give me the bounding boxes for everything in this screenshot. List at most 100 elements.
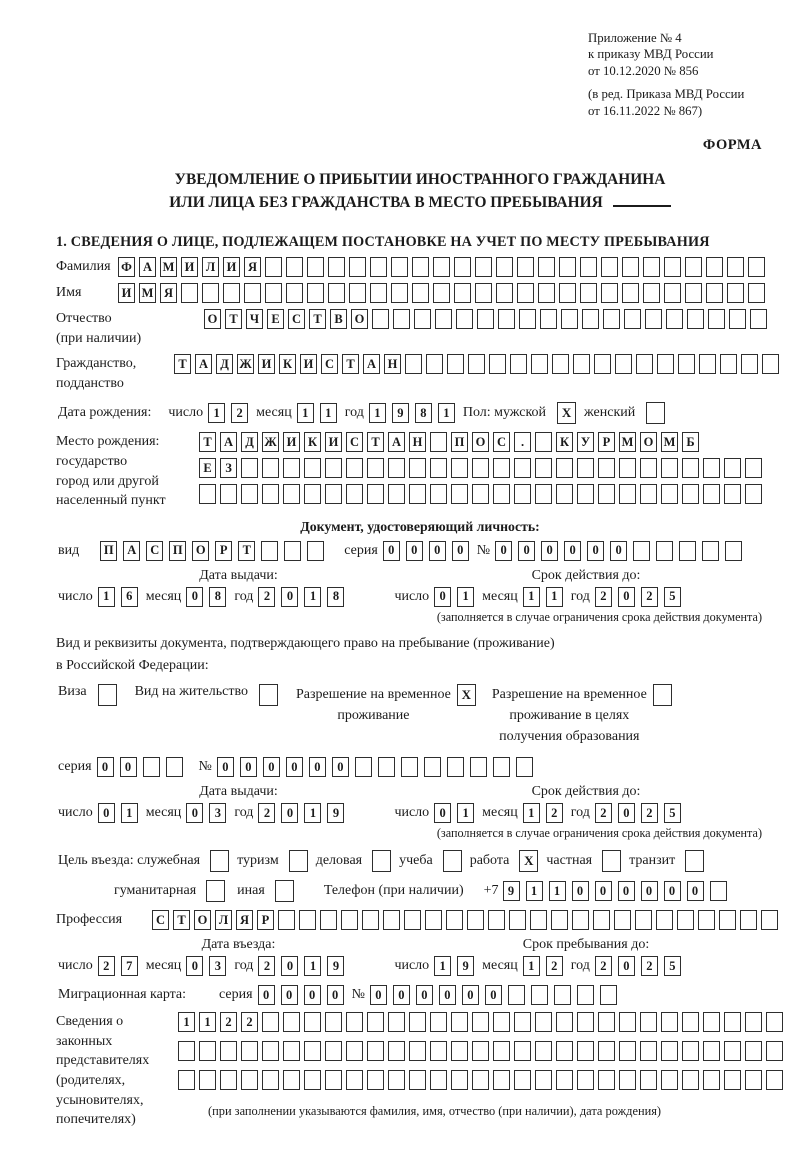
char-cell[interactable] — [435, 309, 452, 330]
char-cell[interactable]: 0 — [303, 985, 321, 1006]
char-cell[interactable]: 0 — [262, 757, 280, 778]
char-cell[interactable]: 2 — [258, 956, 276, 977]
char-cell[interactable] — [538, 257, 555, 278]
char-cell[interactable]: 1 — [120, 803, 138, 824]
char-cell[interactable]: 2 — [258, 803, 276, 824]
char-cell[interactable] — [404, 910, 421, 931]
char-cell[interactable] — [469, 757, 487, 778]
char-cell[interactable] — [244, 283, 261, 304]
char-cell[interactable] — [165, 757, 183, 778]
char-cell[interactable] — [619, 1012, 636, 1033]
char-cell[interactable] — [400, 757, 418, 778]
char-cell[interactable]: 0 — [186, 586, 204, 607]
char-cell[interactable] — [577, 1041, 594, 1062]
char-cell[interactable] — [682, 1041, 699, 1062]
temp-residence-checkbox[interactable]: X — [456, 684, 476, 707]
char-cell[interactable] — [367, 458, 384, 479]
char-cell[interactable]: Н — [384, 354, 401, 375]
char-cell[interactable] — [425, 910, 442, 931]
char-cell[interactable] — [603, 309, 620, 330]
char-cell[interactable]: П — [100, 540, 118, 561]
char-cell[interactable]: С — [146, 540, 164, 561]
char-cell[interactable]: Б — [682, 432, 699, 453]
char-cell[interactable] — [468, 354, 485, 375]
char-cell[interactable] — [727, 283, 744, 304]
char-cell[interactable] — [598, 1070, 615, 1091]
char-cell[interactable] — [304, 1012, 321, 1033]
char-cell[interactable] — [703, 1041, 720, 1062]
char-cell[interactable]: 1 — [525, 881, 543, 902]
char-cell[interactable] — [556, 458, 573, 479]
char-cell[interactable] — [409, 1041, 426, 1062]
char-cell[interactable] — [467, 910, 484, 931]
char-cell[interactable]: А — [388, 432, 405, 453]
char-cell[interactable]: Н — [409, 432, 426, 453]
char-cell[interactable]: Т — [173, 910, 190, 931]
char-cell[interactable] — [493, 1012, 510, 1033]
char-cell[interactable] — [446, 910, 463, 931]
char-cell[interactable]: 0 — [640, 881, 658, 902]
char-cell[interactable]: 0 — [434, 586, 452, 607]
char-cell[interactable]: У — [577, 432, 594, 453]
purpose-business-checkbox[interactable] — [372, 850, 392, 873]
char-cell[interactable]: 1 — [178, 1012, 195, 1033]
char-cell[interactable]: Т — [174, 354, 191, 375]
char-cell[interactable] — [661, 1070, 678, 1091]
char-cell[interactable] — [283, 1041, 300, 1062]
char-cell[interactable]: Я — [244, 257, 261, 278]
char-cell[interactable] — [622, 257, 639, 278]
char-cell[interactable] — [493, 1070, 510, 1091]
char-cell[interactable]: 0 — [541, 540, 559, 561]
char-cell[interactable] — [515, 757, 533, 778]
char-cell[interactable] — [409, 1070, 426, 1091]
char-cell[interactable] — [682, 1070, 699, 1091]
char-cell[interactable]: О — [194, 910, 211, 931]
char-cell[interactable]: Т — [367, 432, 384, 453]
char-cell[interactable] — [362, 910, 379, 931]
char-cell[interactable] — [320, 910, 337, 931]
char-cell[interactable]: 0 — [495, 540, 513, 561]
char-cell[interactable] — [556, 484, 573, 505]
char-cell[interactable] — [720, 354, 737, 375]
char-cell[interactable] — [286, 283, 303, 304]
char-cell[interactable]: 0 — [239, 757, 257, 778]
char-cell[interactable]: 0 — [434, 803, 452, 824]
char-cell[interactable]: И — [181, 257, 198, 278]
char-cell[interactable] — [199, 1070, 216, 1091]
char-cell[interactable] — [664, 283, 681, 304]
char-cell[interactable] — [514, 484, 531, 505]
char-cell[interactable]: 0 — [428, 540, 446, 561]
char-cell[interactable]: К — [304, 432, 321, 453]
char-cell[interactable] — [262, 484, 279, 505]
char-cell[interactable] — [388, 1070, 405, 1091]
char-cell[interactable] — [514, 1012, 531, 1033]
char-cell[interactable] — [559, 257, 576, 278]
char-cell[interactable]: 0 — [119, 757, 137, 778]
char-cell[interactable] — [423, 757, 441, 778]
char-cell[interactable]: А — [195, 354, 212, 375]
char-cell[interactable] — [472, 1041, 489, 1062]
char-cell[interactable] — [262, 1070, 279, 1091]
char-cell[interactable] — [456, 309, 473, 330]
purpose-official-checkbox[interactable] — [210, 850, 230, 873]
char-cell[interactable] — [748, 283, 765, 304]
char-cell[interactable] — [682, 1012, 699, 1033]
char-cell[interactable]: З — [220, 458, 237, 479]
char-cell[interactable]: 5 — [663, 803, 681, 824]
char-cell[interactable]: Т — [309, 309, 326, 330]
char-cell[interactable] — [299, 910, 316, 931]
char-cell[interactable]: 2 — [231, 403, 249, 424]
char-cell[interactable] — [598, 484, 615, 505]
char-cell[interactable]: 9 — [327, 803, 345, 824]
char-cell[interactable]: 9 — [502, 881, 520, 902]
char-cell[interactable]: 1 — [304, 956, 322, 977]
char-cell[interactable]: С — [152, 910, 169, 931]
char-cell[interactable] — [624, 309, 641, 330]
char-cell[interactable]: Т — [199, 432, 216, 453]
char-cell[interactable] — [328, 257, 345, 278]
char-cell[interactable]: А — [139, 257, 156, 278]
char-cell[interactable] — [745, 458, 762, 479]
char-cell[interactable] — [261, 540, 279, 561]
char-cell[interactable] — [679, 540, 697, 561]
char-cell[interactable] — [556, 1070, 573, 1091]
